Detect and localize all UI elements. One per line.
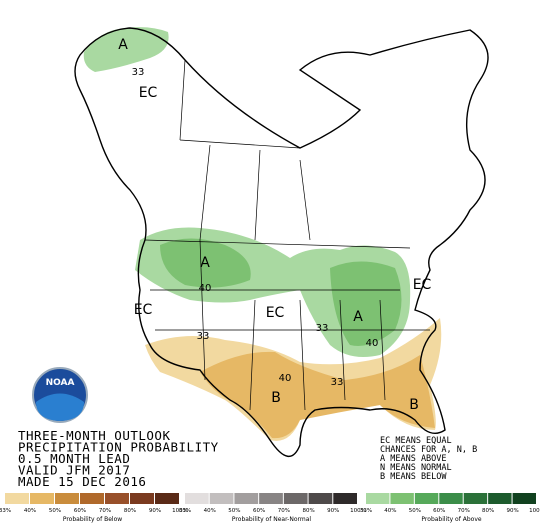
title-line: VALID JFM 2017 xyxy=(18,463,130,478)
map-label: EC xyxy=(134,302,153,318)
legend-label: 80% xyxy=(302,508,314,514)
map-label: 33 xyxy=(331,377,344,388)
legend-swatch xyxy=(55,493,79,504)
legend-label: 50% xyxy=(228,508,240,514)
legend-caption: Probability of Above xyxy=(421,516,481,523)
title-line: THREE-MONTH OUTLOOK xyxy=(18,428,171,443)
legend-label: 100% xyxy=(172,508,188,514)
map-label: 40 xyxy=(199,283,212,294)
legend-label: 70% xyxy=(99,508,111,514)
map-label: 33 xyxy=(132,67,145,78)
title-line: MADE 15 DEC 2016 xyxy=(18,474,146,489)
legend-swatch xyxy=(439,493,463,504)
map-label: 40 xyxy=(366,338,379,349)
map-label: A xyxy=(353,309,363,325)
map-label: B xyxy=(409,397,419,413)
legend-swatch xyxy=(155,493,179,504)
map-label: B xyxy=(271,390,281,406)
legend-label: 60% xyxy=(74,508,86,514)
legend-swatch xyxy=(488,493,512,504)
legend-label: 60% xyxy=(433,508,445,514)
legend-swatch xyxy=(259,493,283,504)
note-line: N MEANS NORMAL xyxy=(380,463,452,473)
coastline xyxy=(74,27,489,457)
legend-swatch xyxy=(185,493,209,504)
map-label: A xyxy=(118,37,128,53)
legend-label: 33% xyxy=(360,508,372,514)
note-line: CHANCES FOR A, N, B xyxy=(380,445,477,455)
legend-swatch xyxy=(30,493,54,504)
legend-label: 100% xyxy=(529,508,540,514)
legend-label: 100% xyxy=(350,508,366,514)
legend-caption: Probability of Below xyxy=(63,516,122,523)
above-area xyxy=(83,27,169,73)
title-line: PRECIPITATION PROBABILITY xyxy=(18,440,219,455)
noaa-logo-wave xyxy=(36,393,84,421)
map-label: EC xyxy=(266,305,285,321)
note-line: EC MEANS EQUAL xyxy=(380,436,452,446)
legend-swatch xyxy=(5,493,29,504)
border xyxy=(144,59,430,411)
map-labels: A 33 EC A 40 EC EC 33 A 33 40 EC 40 33 B B xyxy=(118,37,431,413)
legend-swatch xyxy=(308,493,333,504)
legend-swatch xyxy=(80,493,104,504)
title-line: 0.5 MONTH LEAD xyxy=(18,451,130,466)
note-line: A MEANS ABOVE xyxy=(380,454,447,464)
map-label: A xyxy=(200,255,210,271)
legend-swatch xyxy=(390,493,414,504)
map-label: 33 xyxy=(197,331,210,342)
legend-label: 50% xyxy=(49,508,61,514)
legend-label: 80% xyxy=(482,508,494,514)
legend-swatch xyxy=(130,493,154,504)
legend-label: 90% xyxy=(327,508,339,514)
map-label: 40 xyxy=(279,373,292,384)
legend-swatch xyxy=(366,493,390,504)
legend-label: 33% xyxy=(179,508,191,514)
map-label: EC xyxy=(139,85,158,101)
map-label: EC xyxy=(413,277,432,293)
legend-swatch xyxy=(333,493,357,504)
legend-swatch xyxy=(105,493,129,504)
logo-text: NOAA xyxy=(46,378,75,388)
legend-label: 90% xyxy=(506,508,518,514)
legend-swatch xyxy=(512,493,536,504)
legend-swatch xyxy=(283,493,308,504)
legend-swatch xyxy=(209,493,234,504)
legend-label: 70% xyxy=(278,508,290,514)
legend-label: 50% xyxy=(409,508,421,514)
legend-label: 70% xyxy=(458,508,470,514)
legend-label: 33% xyxy=(0,508,11,514)
legend-swatch xyxy=(234,493,259,504)
legend-label: 40% xyxy=(24,508,36,514)
note-line: B MEANS BELOW xyxy=(380,472,447,482)
legend-swatch xyxy=(463,493,488,504)
below-area-40 xyxy=(200,351,435,439)
map-label: 33 xyxy=(316,323,329,334)
legend-label: 80% xyxy=(124,508,136,514)
legend-caption: Probability of Near-Normal xyxy=(232,516,311,523)
legend-label: 40% xyxy=(204,508,216,514)
legend: 33% 40% 50% 60% 70% 80% 90% 100% Probability of … xyxy=(0,493,540,523)
legend-label: 90% xyxy=(149,508,161,514)
legend-label: 40% xyxy=(384,508,396,514)
legend-swatch xyxy=(414,493,439,504)
legend-label: 60% xyxy=(253,508,265,514)
